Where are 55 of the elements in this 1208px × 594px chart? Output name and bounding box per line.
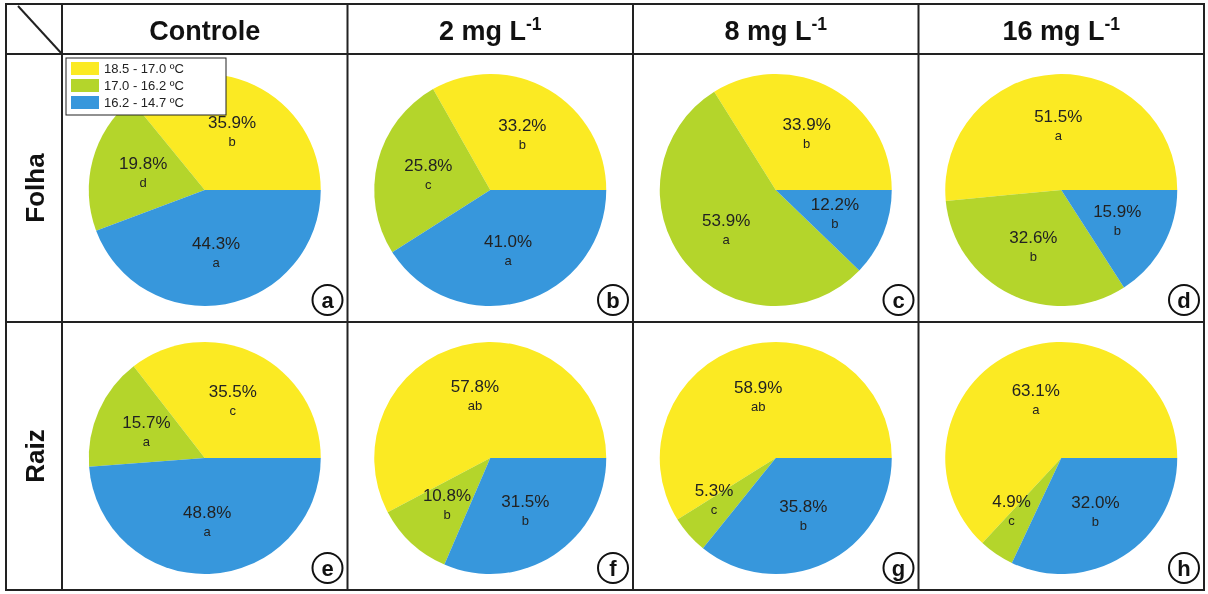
data-label: 57.8% ab <box>450 377 499 414</box>
legend-label: 16.2 - 14.7 ºC <box>104 95 184 110</box>
pie-slice <box>387 458 491 565</box>
data-label: 48.8% a <box>183 502 232 539</box>
pie-slice <box>89 458 321 574</box>
pie-slice <box>982 458 1062 563</box>
text: Raiz <box>20 429 50 483</box>
text: g <box>891 556 906 581</box>
pie-slice <box>659 342 892 520</box>
data-label: 44.3% a <box>192 233 241 270</box>
legend-label: 18.5 - 17.0 ºC <box>104 61 184 76</box>
data-label: 5.3% c <box>694 481 734 518</box>
pie-slice <box>659 91 860 306</box>
data-label: 35.8% b <box>779 496 828 533</box>
text: a <box>321 288 335 313</box>
data-label: 19.8% d <box>119 154 168 191</box>
data-label: 15.9% b <box>1093 201 1142 238</box>
chart-title: 2 mg L$^{-1}$ <box>438 14 542 46</box>
data-label: 10.8% b <box>422 485 472 522</box>
data-label: 53.9% a <box>702 211 751 248</box>
pie-slice <box>392 190 607 306</box>
text: h <box>1177 556 1191 581</box>
data-label: 4.9% c <box>992 491 1031 528</box>
chart-title: Controle <box>149 16 261 46</box>
data-label: 25.8% c <box>404 155 453 192</box>
pie-slice <box>96 190 321 306</box>
legend-label: 17.0 - 16.2 ºC <box>104 78 184 93</box>
data-label: 31.5% b <box>501 492 550 529</box>
data-label: 41.0% a <box>483 232 533 269</box>
data-label: 58.9% ab <box>734 377 783 414</box>
data-label: 33.9% b <box>782 115 831 152</box>
text: d <box>1177 288 1191 313</box>
data-label: 15.7% a <box>122 413 171 450</box>
pie-slice <box>88 366 205 467</box>
data-label: 51.5% a <box>1034 107 1083 144</box>
data-label: 35.9% b <box>207 113 257 150</box>
chart-title: 8 mg L$^{-1}$ <box>724 14 828 46</box>
data-label: 12.2% b <box>810 194 860 231</box>
pie-slice <box>945 342 1178 544</box>
pie-slice <box>677 458 776 549</box>
data-label: 63.1% a <box>1011 380 1060 417</box>
pie-slice <box>1061 190 1178 288</box>
pie-slice <box>945 74 1178 201</box>
pie-slice <box>714 74 892 190</box>
text: c <box>892 288 905 313</box>
text: e <box>321 556 334 581</box>
text: b <box>606 288 620 313</box>
data-label: 33.2% b <box>498 115 547 152</box>
pie-slice <box>775 190 892 271</box>
chart-title: 16 mg L$^{-1}$ <box>1002 14 1121 46</box>
data-label: 35.5% c <box>208 381 257 418</box>
text: Folha <box>20 152 50 223</box>
data-label: 32.6% b <box>1009 228 1058 265</box>
data-label: 32.0% b <box>1071 492 1120 529</box>
text: f <box>609 556 618 581</box>
